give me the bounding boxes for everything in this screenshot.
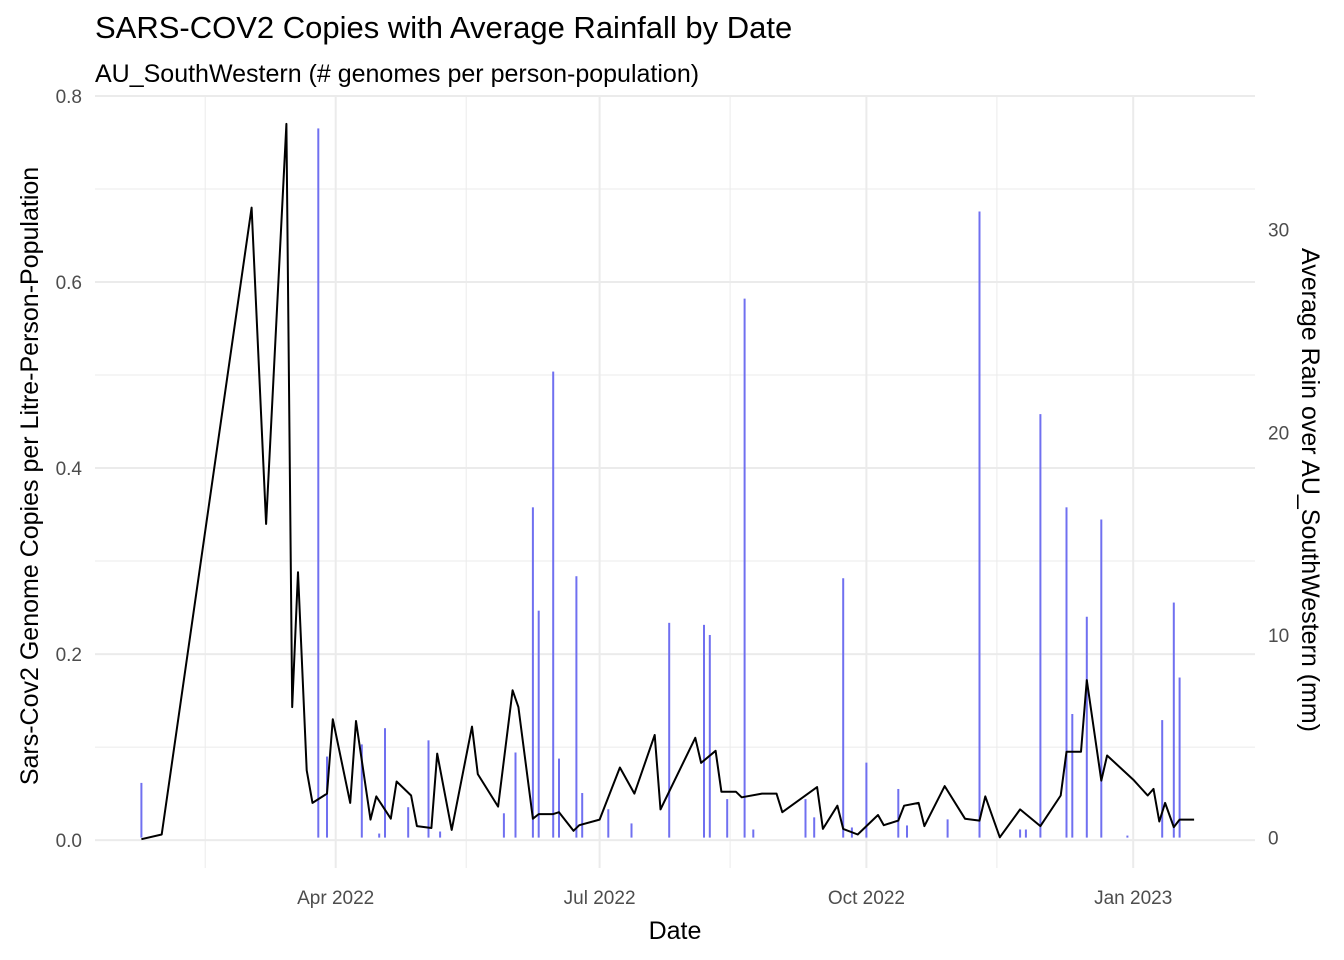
- rain-bar: [897, 788, 900, 838]
- x-axis-ticks: Apr 2022 Jul 2022 Oct 2022 Jan 2023: [297, 888, 1172, 909]
- rain-bar: [842, 578, 845, 838]
- y2-tick-label: 10: [1268, 626, 1289, 647]
- x-tick-label: Oct 2022: [828, 888, 905, 909]
- rain-bar: [978, 211, 981, 838]
- x-tick-label: Jul 2022: [564, 888, 636, 909]
- rain-bar: [531, 507, 534, 838]
- rain-bar: [1161, 720, 1164, 838]
- rain-bar: [804, 799, 807, 838]
- y-axis-title: Sars-Cov2 Genome Copies per Litre-Person…: [16, 167, 44, 785]
- rain-bar: [378, 833, 381, 838]
- rain-bar: [514, 752, 517, 838]
- rain-bar: [813, 817, 816, 838]
- rain-bar: [906, 825, 908, 838]
- rain-bar: [703, 624, 705, 838]
- rain-bar: [1039, 414, 1042, 838]
- y-tick-label: 0.4: [56, 459, 83, 480]
- y2-tick-label: 0: [1268, 829, 1279, 850]
- rain-bar: [439, 831, 442, 838]
- y2-tick-label: 30: [1268, 221, 1289, 242]
- rain-bar: [1024, 829, 1027, 838]
- rain-bar: [360, 744, 363, 838]
- chart-title: SARS-COV2 Copies with Average Rainfall b…: [95, 10, 793, 45]
- x-axis-title: Date: [649, 917, 702, 945]
- rain-bar: [607, 809, 610, 838]
- rain-bar: [581, 793, 584, 838]
- rain-bar: [552, 371, 555, 838]
- rain-bar: [317, 128, 320, 838]
- rain-bar: [427, 740, 430, 838]
- rain-bar: [668, 622, 671, 838]
- rain-bar: [630, 823, 633, 838]
- rain-bar: [946, 819, 949, 838]
- y2-axis-title: Average Rain over AU_SouthWestern (mm): [1296, 248, 1324, 732]
- rain-bar: [326, 756, 328, 838]
- chart-subtitle: AU_SouthWestern (# genomes per person-po…: [95, 60, 700, 88]
- minor-gridlines: [95, 96, 1255, 868]
- rain-bar: [537, 610, 540, 838]
- rain-bar: [1126, 835, 1129, 838]
- x-tick-label: Jan 2023: [1094, 888, 1172, 909]
- rain-bar: [502, 813, 505, 838]
- rain-bar: [575, 576, 578, 838]
- y2-tick-label: 20: [1268, 423, 1289, 444]
- rain-bar: [865, 762, 868, 838]
- y2-axis-ticks: 0 10 20 30: [1268, 221, 1289, 850]
- y-tick-label: 0.8: [56, 87, 82, 108]
- rain-bar: [726, 799, 729, 838]
- rain-bar: [1071, 714, 1074, 838]
- rain-bar: [1178, 677, 1181, 838]
- rain-bar: [1065, 507, 1068, 838]
- rain-bar: [384, 728, 386, 838]
- y-axis-ticks: 0.0 0.2 0.4 0.6 0.8: [56, 87, 83, 852]
- rain-bar: [1019, 829, 1022, 838]
- copies-line: [141, 122, 1195, 841]
- rain-bar: [1085, 616, 1088, 838]
- rain-bar: [743, 298, 746, 838]
- rain-bar: [752, 829, 755, 838]
- rain-bar: [708, 634, 711, 838]
- rain-bar: [407, 807, 410, 838]
- y-tick-label: 0.6: [56, 273, 82, 294]
- rain-bar: [1172, 602, 1175, 838]
- y-tick-label: 0.0: [56, 831, 82, 852]
- x-tick-label: Apr 2022: [297, 888, 374, 909]
- rain-bar: [1100, 519, 1103, 838]
- major-gridlines: [95, 95, 1255, 868]
- y-tick-label: 0.2: [56, 645, 82, 666]
- rain-bar: [558, 758, 560, 838]
- rain-bar: [140, 782, 143, 838]
- rainfall-bars: [140, 128, 1181, 838]
